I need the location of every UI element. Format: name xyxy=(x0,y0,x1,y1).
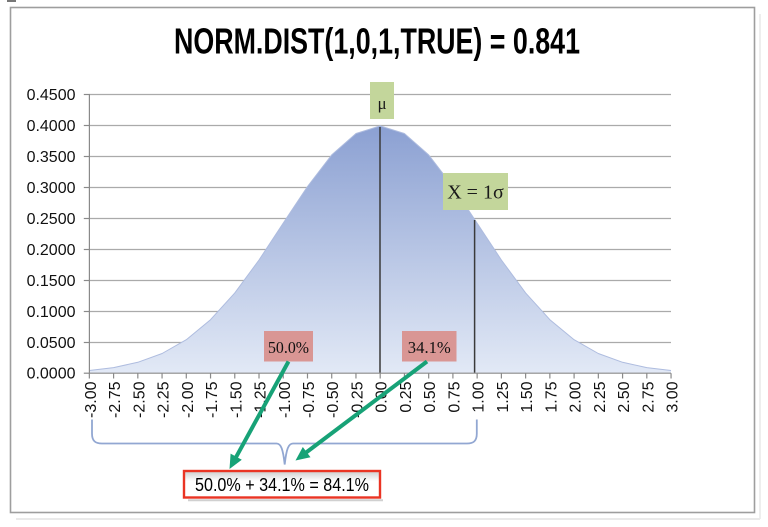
svg-text:-2.50: -2.50 xyxy=(131,381,148,418)
svg-text:50.0% + 34.1% = 84.1%: 50.0% + 34.1% = 84.1% xyxy=(195,475,369,495)
svg-text:0.0500: 0.0500 xyxy=(27,335,76,352)
svg-text:0.25: 0.25 xyxy=(398,381,415,412)
svg-text:-0.50: -0.50 xyxy=(325,381,342,418)
svg-text:1.00: 1.00 xyxy=(471,381,488,412)
svg-text:0.3500: 0.3500 xyxy=(27,149,76,166)
svg-text:-1.50: -1.50 xyxy=(228,381,245,418)
svg-text:-1.25: -1.25 xyxy=(253,381,270,418)
svg-text:-1.00: -1.00 xyxy=(277,381,294,418)
svg-text:-3.00: -3.00 xyxy=(83,381,100,418)
svg-text:X = 1σ: X = 1σ xyxy=(447,182,504,204)
svg-text:2.75: 2.75 xyxy=(640,381,657,412)
svg-text:34.1%: 34.1% xyxy=(408,338,451,357)
svg-text:50.0%: 50.0% xyxy=(268,338,309,357)
svg-text:2.50: 2.50 xyxy=(616,381,633,412)
svg-text:0.0000: 0.0000 xyxy=(27,366,76,383)
svg-text:1.50: 1.50 xyxy=(519,381,536,412)
svg-text:1.25: 1.25 xyxy=(495,381,512,412)
svg-text:NORM.DIST(1,0,1,TRUE) = 0.841: NORM.DIST(1,0,1,TRUE) = 0.841 xyxy=(174,21,580,62)
svg-text:-2.00: -2.00 xyxy=(180,381,197,418)
svg-text:-0.75: -0.75 xyxy=(301,381,318,418)
svg-text:0.3000: 0.3000 xyxy=(27,180,76,197)
svg-text:0.1500: 0.1500 xyxy=(27,273,76,290)
svg-text:0.1000: 0.1000 xyxy=(27,304,76,321)
svg-text:0.50: 0.50 xyxy=(422,381,439,412)
svg-text:1.75: 1.75 xyxy=(543,381,560,412)
svg-text:0.4000: 0.4000 xyxy=(27,118,76,135)
svg-text:0.75: 0.75 xyxy=(446,381,463,412)
svg-text:0.2500: 0.2500 xyxy=(27,211,76,228)
svg-text:-1.75: -1.75 xyxy=(204,381,221,418)
svg-text:0.2000: 0.2000 xyxy=(27,242,76,259)
svg-text:-2.75: -2.75 xyxy=(107,381,124,418)
svg-text:3.00: 3.00 xyxy=(665,381,682,412)
svg-text:μ: μ xyxy=(377,94,386,113)
svg-text:2.25: 2.25 xyxy=(592,381,609,412)
svg-text:-2.25: -2.25 xyxy=(156,381,173,418)
svg-text:0.4500: 0.4500 xyxy=(27,87,76,104)
svg-text:2.00: 2.00 xyxy=(568,381,585,412)
